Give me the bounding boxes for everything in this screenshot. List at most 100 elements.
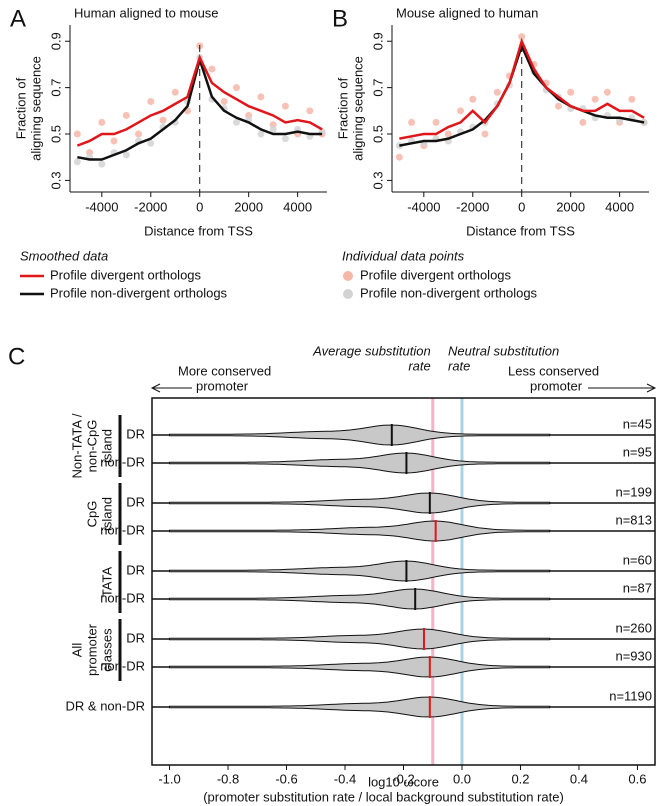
violin	[169, 520, 551, 542]
data-point	[122, 151, 130, 159]
x-tick-label: -2000	[134, 199, 167, 214]
x-tick-label: -0.8	[217, 771, 239, 786]
y-axis-label: aligning sequence	[28, 56, 43, 161]
group-label: TATA	[99, 567, 114, 598]
data-point	[98, 160, 106, 168]
data-point	[457, 107, 465, 115]
data-point	[110, 137, 118, 145]
data-point	[73, 158, 81, 166]
y-tick-label: 0.7	[370, 79, 385, 97]
reference-label: rate	[408, 358, 430, 373]
y-axis-label: Fraction of	[13, 77, 28, 139]
violin	[169, 452, 551, 474]
x-tick-label: 4000	[605, 199, 634, 214]
y-axis-label: Fraction of	[335, 77, 350, 139]
data-point	[444, 130, 452, 138]
line-series	[399, 42, 645, 147]
x-tick-label: -0.6	[275, 771, 297, 786]
data-point	[220, 98, 228, 106]
line-series	[76, 54, 323, 147]
data-point	[481, 130, 489, 138]
violin	[169, 656, 551, 678]
data-point	[257, 130, 265, 138]
annotation: promoter	[530, 378, 583, 393]
group-label: island	[99, 497, 114, 531]
group-label: non-CpG	[84, 420, 99, 473]
row-label: DR & non-DR	[66, 698, 145, 713]
violin	[169, 492, 551, 514]
data-point	[306, 107, 314, 115]
data-point	[171, 88, 179, 96]
violin	[169, 588, 551, 610]
x-tick-label: 0.6	[628, 771, 646, 786]
x-tick-label: 2000	[234, 199, 263, 214]
data-point	[432, 118, 440, 126]
data-point	[147, 98, 155, 106]
x-axis-label: (promoter substitution rate / local back…	[203, 789, 564, 804]
x-tick-label: -4000	[85, 199, 118, 214]
arrow	[588, 383, 657, 393]
x-tick-label: 0.4	[570, 771, 588, 786]
data-point	[408, 118, 416, 126]
row-label: non-DR	[100, 658, 145, 673]
y-tick-label: 0.5	[48, 125, 63, 143]
row-label: non-DR	[100, 454, 145, 469]
y-tick-label: 0.5	[370, 125, 385, 143]
count-label: n=199	[615, 484, 652, 499]
y-tick-label: 0.3	[48, 171, 63, 189]
annotation: More conserved	[178, 363, 271, 378]
group-label: CpG	[84, 501, 99, 528]
reference-label: rate	[448, 358, 470, 373]
legend-title: Smoothed data	[20, 248, 108, 263]
row-label: DR	[126, 494, 145, 509]
arrow	[150, 383, 192, 393]
x-tick-label: -4000	[407, 199, 440, 214]
group-label: Non-TATA /	[69, 413, 84, 478]
legend-label: Profile divergent orthologs	[50, 267, 202, 282]
panel-letter: B	[332, 5, 348, 32]
count-label: n=45	[623, 416, 652, 431]
reference-label: Average substitution	[312, 343, 431, 358]
data-point	[232, 118, 240, 126]
y-tick-label: 0.9	[370, 32, 385, 50]
count-label: n=87	[623, 580, 652, 595]
count-label: n=95	[623, 444, 652, 459]
y-tick-label: 0.9	[48, 32, 63, 50]
data-point	[603, 88, 611, 96]
panel-letter: C	[8, 343, 25, 370]
group-label: promoter	[84, 623, 99, 676]
data-point	[579, 118, 587, 126]
data-point	[591, 95, 599, 103]
annotation: Less conserved	[508, 363, 599, 378]
x-tick-label: 0.2	[511, 771, 529, 786]
legend-label: Profile divergent orthologs	[360, 267, 512, 282]
data-point	[232, 84, 240, 92]
y-tick-label: 0.3	[370, 171, 385, 189]
annotation: promoter	[196, 378, 249, 393]
x-axis-label: Distance from TSS	[144, 223, 253, 238]
x-axis-label: log10 ωcore	[368, 774, 439, 789]
group-label: island	[99, 429, 114, 463]
data-point	[98, 118, 106, 126]
row-label: DR	[126, 562, 145, 577]
data-point	[122, 111, 130, 119]
data-point	[135, 130, 143, 138]
panel-letter: A	[10, 5, 26, 32]
data-point	[554, 102, 562, 110]
legend-label: Profile non-divergent orthologs	[50, 285, 228, 300]
x-tick-label: 2000	[556, 199, 585, 214]
violin	[169, 628, 551, 650]
x-tick-label: 0.0	[453, 771, 471, 786]
group-label: All	[69, 643, 84, 658]
x-tick-label: -1.0	[158, 771, 180, 786]
data-point	[628, 95, 636, 103]
row-label: DR	[126, 426, 145, 441]
group-label: classes	[99, 628, 114, 672]
legend-swatch	[343, 271, 353, 281]
x-tick-label: -0.4	[334, 771, 356, 786]
count-label: n=930	[615, 648, 652, 663]
legend-title: Individual data points	[342, 248, 465, 263]
row-label: non-DR	[100, 522, 145, 537]
data-point	[73, 130, 81, 138]
